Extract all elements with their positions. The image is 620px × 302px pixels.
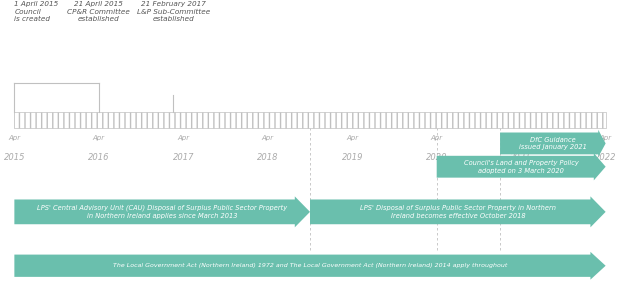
Text: 2018: 2018 (257, 153, 278, 162)
FancyArrow shape (14, 252, 606, 280)
Text: Apr: Apr (346, 135, 358, 141)
Text: 2019: 2019 (342, 153, 363, 162)
Text: Apr: Apr (515, 135, 527, 141)
Text: Apr: Apr (262, 135, 274, 141)
FancyArrow shape (436, 153, 606, 180)
Text: 2020: 2020 (426, 153, 448, 162)
FancyArrow shape (310, 196, 606, 227)
FancyArrow shape (500, 130, 606, 157)
FancyArrow shape (14, 196, 310, 227)
Text: LPS' Disposal of Surplus Public Sector Property in Northern
Ireland becomes effe: LPS' Disposal of Surplus Public Sector P… (360, 205, 556, 219)
Text: 2016: 2016 (88, 153, 110, 162)
Text: LPS' Central Advisory Unit (CAU) Disposal of Surplus Public Sector Property
in N: LPS' Central Advisory Unit (CAU) Disposa… (37, 205, 287, 219)
Text: Apr: Apr (93, 135, 105, 141)
Text: 2022: 2022 (595, 153, 616, 162)
Text: DfC Guidance
issued January 2021: DfC Guidance issued January 2021 (519, 137, 587, 150)
Text: Apr: Apr (177, 135, 189, 141)
Text: Council's Land and Property Policy
adopted on 3 March 2020: Council's Land and Property Policy adopt… (464, 160, 578, 174)
Text: 2015: 2015 (4, 153, 25, 162)
Text: Apr: Apr (600, 135, 612, 141)
Bar (14, 112, 606, 128)
Text: 2017: 2017 (172, 153, 194, 162)
Text: The Local Government Act (Northern Ireland) 1972 and The Local Government Act (N: The Local Government Act (Northern Irela… (113, 263, 507, 268)
Text: 21 February 2017
L&P Sub-Committee
established: 21 February 2017 L&P Sub-Committee estab… (136, 2, 210, 22)
Text: 1 April 2015
Council
is created: 1 April 2015 Council is created (14, 2, 59, 22)
Text: 21 April 2015
CP&R Committee
established: 21 April 2015 CP&R Committee established (68, 2, 130, 22)
Text: Apr: Apr (8, 135, 20, 141)
Text: 2021: 2021 (510, 153, 532, 162)
Text: Apr: Apr (431, 135, 443, 141)
